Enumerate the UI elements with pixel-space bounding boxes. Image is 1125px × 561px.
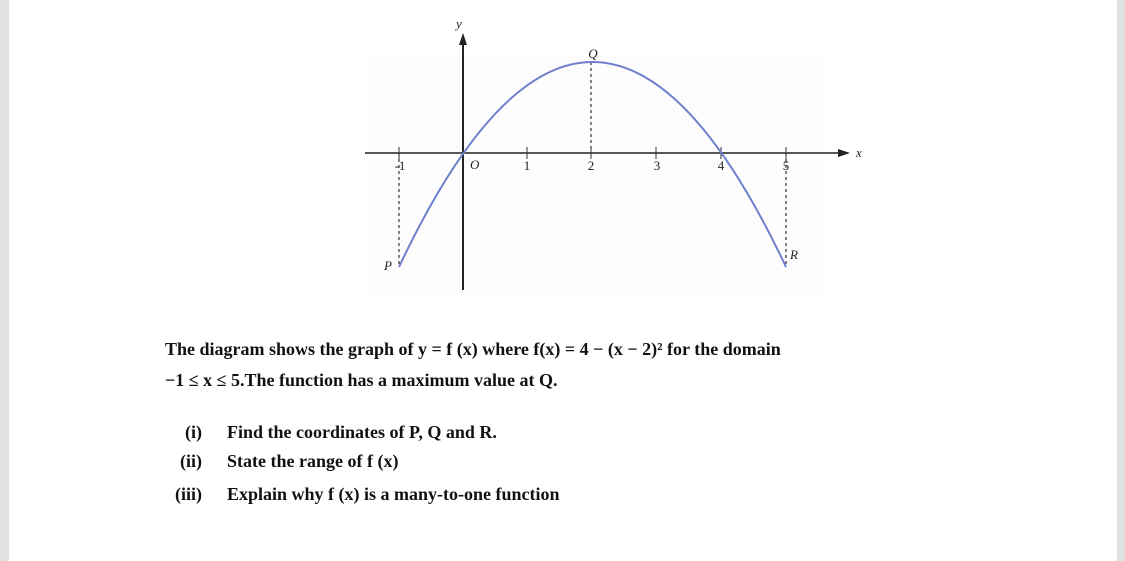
dashed-lines — [398, 62, 787, 265]
y-arrow — [459, 33, 467, 45]
point-label: P — [383, 258, 392, 273]
question-text: Find the coordinates of P, Q and R. — [227, 422, 497, 442]
left-border — [0, 0, 9, 561]
tick-label: 4 — [718, 158, 725, 173]
point-label: R — [789, 247, 798, 262]
x-axis-label: x — [855, 145, 862, 160]
tick-label: 2 — [588, 158, 595, 173]
x-arrow — [838, 149, 850, 157]
tick-label: 5 — [783, 158, 790, 173]
question-text: Explain why f (x) is a many-to-one funct… — [227, 484, 560, 505]
diagram: y x O -1 1 2 3 4 5 P Q R — [365, 16, 862, 295]
question-text: State the range of f (x) — [227, 451, 398, 472]
tick-label: 3 — [654, 158, 661, 173]
y-axis-label: y — [454, 16, 462, 31]
diagram-background — [365, 55, 825, 295]
origin-label: O — [470, 157, 480, 172]
tick-label: 1 — [524, 158, 531, 173]
question-number: (i) — [185, 422, 202, 443]
tick-label: -1 — [395, 158, 406, 173]
right-border — [1117, 0, 1125, 561]
point-label: Q — [588, 46, 598, 61]
question-number: (ii) — [180, 451, 202, 472]
paragraph-line: The diagram shows the graph of y = f (x)… — [165, 339, 781, 360]
paragraph-line: −1 ≤ x ≤ 5.The function has a maximum va… — [165, 370, 558, 390]
question-number: (iii) — [175, 484, 202, 505]
curve — [398, 61, 787, 268]
